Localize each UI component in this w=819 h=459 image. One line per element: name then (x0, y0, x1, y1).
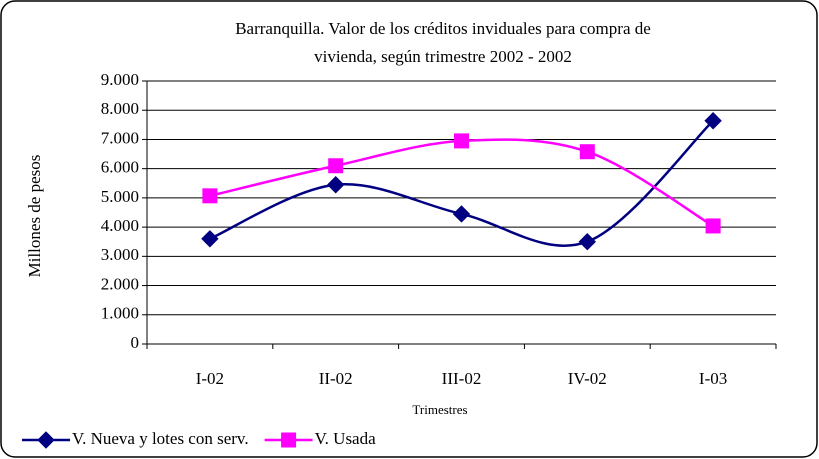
point (328, 158, 344, 174)
x-tick-label: II-02 (319, 369, 353, 388)
point (202, 188, 218, 204)
point (705, 218, 721, 234)
y-tick-label: 9.000 (101, 70, 139, 89)
point (704, 112, 722, 130)
legend-label: V. Usada (315, 429, 377, 448)
y-tick-label: 4.000 (101, 216, 139, 235)
point (281, 432, 297, 448)
point (454, 133, 469, 149)
legend-label: V. Nueva y lotes con serv. (72, 429, 249, 448)
y-tick-label: 6.000 (101, 158, 139, 177)
point (326, 176, 345, 194)
point (201, 230, 219, 248)
x-tick-label: IV-02 (568, 369, 607, 388)
x-tick-label: III-02 (442, 369, 482, 388)
point (579, 144, 595, 160)
y-axis-label: Millones de pesos (25, 155, 44, 278)
x-axis-label: Trimestres (412, 402, 467, 417)
y-tick-label: 2.000 (101, 274, 139, 293)
y-tick-label: 0 (131, 333, 140, 352)
x-tick-label: I-02 (196, 369, 224, 388)
y-tick-label: 7.000 (101, 128, 139, 147)
y-tick-label: 5.000 (101, 187, 139, 206)
point (578, 233, 597, 251)
point (37, 431, 55, 449)
y-tick-label: 8.000 (101, 99, 139, 118)
chart-title: vivienda, según trimestre 2002 - 2002 (314, 47, 572, 66)
x-tick-label: I-03 (699, 369, 727, 388)
y-tick-label: 1.000 (101, 304, 139, 323)
point (452, 205, 471, 223)
chart-title: Barranquilla. Valor de los créditos invi… (235, 19, 651, 38)
y-tick-label: 3.000 (101, 245, 139, 264)
